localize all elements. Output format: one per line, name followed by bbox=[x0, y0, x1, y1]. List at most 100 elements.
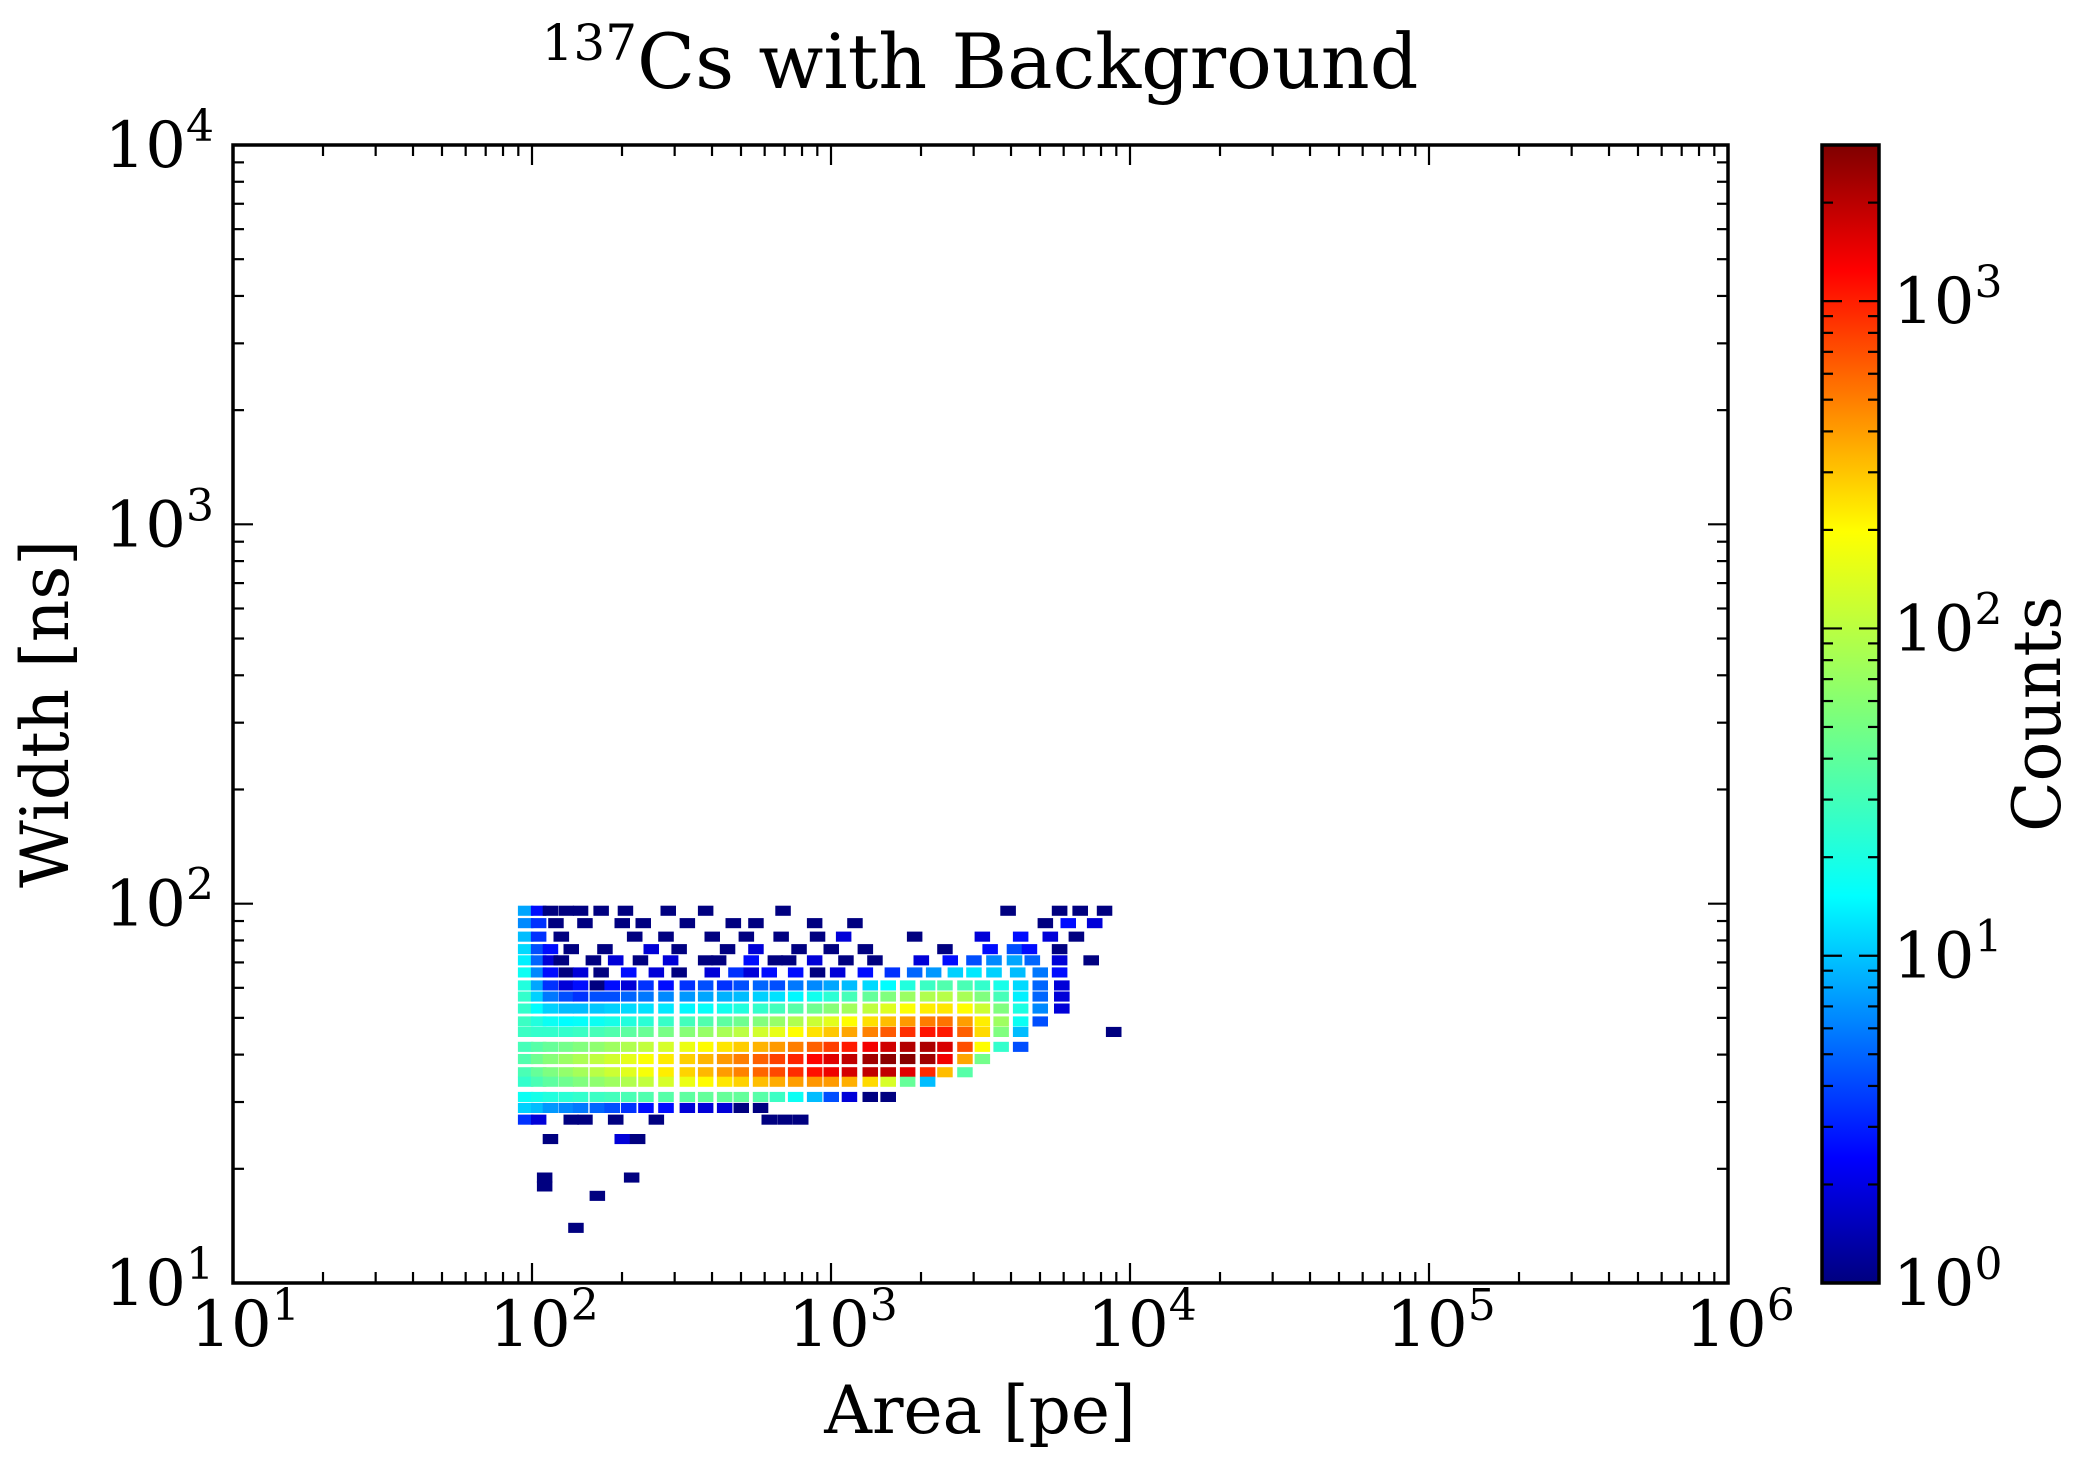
heatmap-cell bbox=[553, 931, 570, 942]
heatmap-cell bbox=[880, 1067, 896, 1078]
heatmap-cell bbox=[1032, 1016, 1048, 1027]
heatmap-cell bbox=[957, 1026, 973, 1037]
heatmap-cell bbox=[806, 1041, 823, 1052]
heatmap-cell bbox=[862, 991, 878, 1002]
heatmap-cell bbox=[604, 1076, 620, 1087]
heatmap-cell bbox=[530, 1102, 547, 1113]
heatmap-cell bbox=[792, 1114, 809, 1125]
heatmap-cell bbox=[957, 1041, 973, 1052]
heatmap-cell bbox=[620, 1091, 637, 1102]
heatmap-cell bbox=[823, 1091, 839, 1102]
heatmap-cell bbox=[1068, 931, 1085, 942]
heatmap-cell bbox=[632, 955, 649, 966]
heatmap-cell bbox=[769, 1054, 786, 1065]
heatmap-cell bbox=[716, 980, 733, 991]
heatmap-cell bbox=[530, 1016, 547, 1027]
heatmap-cell bbox=[787, 1041, 804, 1052]
heatmap-cell bbox=[733, 1091, 749, 1102]
heatmap-cell bbox=[913, 955, 930, 966]
heatmap-cell bbox=[1037, 918, 1054, 929]
heatmap-cell bbox=[743, 967, 759, 978]
heatmap-cell bbox=[697, 1067, 714, 1078]
heatmap-cell bbox=[536, 1181, 553, 1192]
heatmap-cell bbox=[553, 955, 570, 966]
heatmap-cell bbox=[937, 1016, 953, 1027]
heatmap-cell bbox=[862, 1076, 878, 1087]
heatmap-cell bbox=[957, 1003, 973, 1014]
heatmap-cell bbox=[679, 1054, 696, 1065]
heatmap-cell bbox=[937, 1054, 953, 1065]
heatmap-cell bbox=[761, 1114, 777, 1125]
heatmap-cell bbox=[841, 1067, 858, 1078]
heatmap-cell bbox=[769, 1016, 786, 1027]
heatmap-cell bbox=[604, 1016, 620, 1027]
heatmap-cell bbox=[542, 1067, 559, 1078]
heatmap-cell bbox=[966, 955, 982, 966]
heatmap-cell bbox=[542, 955, 559, 966]
heatmap-cell bbox=[899, 1016, 916, 1027]
heatmap-cell bbox=[806, 1076, 823, 1087]
heatmap-cell bbox=[806, 918, 823, 929]
heatmap-cell bbox=[937, 944, 953, 955]
heatmap-cell bbox=[679, 1076, 696, 1087]
heatmap-cell bbox=[841, 991, 858, 1002]
heatmap-cell bbox=[899, 1003, 916, 1014]
heatmap-cell bbox=[857, 967, 874, 978]
heatmap-cell bbox=[752, 1091, 769, 1102]
heatmap-cell bbox=[787, 991, 804, 1002]
heatmap-cell bbox=[542, 1016, 559, 1027]
heatmap-cell bbox=[638, 991, 654, 1002]
heatmap-cell bbox=[862, 1091, 878, 1102]
heatmap-cell bbox=[974, 1026, 991, 1037]
heatmap-cell bbox=[841, 980, 858, 991]
heatmap-cell bbox=[558, 1041, 575, 1052]
heatmap-cell bbox=[880, 991, 896, 1002]
heatmap-cell bbox=[623, 1172, 640, 1183]
y-tick-labels: 101 102 103 104 bbox=[105, 101, 214, 1321]
heatmap-cell bbox=[823, 1003, 839, 1014]
heatmap-cell bbox=[517, 1067, 534, 1078]
heatmap-cell bbox=[733, 991, 749, 1002]
heatmap-cell bbox=[993, 991, 1009, 1002]
heatmap-cell bbox=[517, 1003, 534, 1014]
heatmap-cell bbox=[542, 980, 559, 991]
heatmap-cell bbox=[1086, 918, 1103, 929]
heatmap-cell bbox=[862, 980, 878, 991]
heatmap-cell bbox=[899, 1041, 916, 1052]
heatmap-cell bbox=[626, 931, 643, 942]
heatmap-cell bbox=[572, 1076, 589, 1087]
heatmap-cell bbox=[937, 1067, 953, 1078]
heatmap-cell bbox=[738, 931, 755, 942]
heatmap-cell bbox=[542, 1026, 559, 1037]
heatmap-cell bbox=[823, 1026, 839, 1037]
heatmap-cell bbox=[542, 1003, 559, 1014]
heatmap-cell bbox=[1000, 905, 1016, 916]
heatmap-cell bbox=[589, 991, 606, 1002]
heatmap-cell bbox=[572, 1026, 589, 1037]
heatmap-cell bbox=[880, 1041, 896, 1052]
heatmap-cell bbox=[620, 1054, 637, 1065]
heatmap-cell bbox=[733, 980, 749, 991]
heatmap-cell bbox=[899, 1076, 916, 1087]
heatmap-cell bbox=[679, 1016, 696, 1027]
heatmap-cell bbox=[823, 944, 839, 955]
heatmap-cell bbox=[671, 967, 687, 978]
heatmap-cell bbox=[787, 1003, 804, 1014]
heatmap-cell bbox=[517, 991, 534, 1002]
heatmap-cell bbox=[974, 980, 991, 991]
heatmap-cell bbox=[733, 1076, 749, 1087]
heatmap-cell bbox=[806, 1054, 823, 1065]
heatmap-cell bbox=[880, 1026, 896, 1037]
heatmap-cell bbox=[620, 1041, 637, 1052]
heatmap-cell bbox=[638, 1067, 654, 1078]
heatmap-cell bbox=[716, 1091, 733, 1102]
heatmap-cell bbox=[880, 1091, 896, 1102]
heatmap-cell bbox=[589, 1016, 606, 1027]
heatmap-cell bbox=[577, 1114, 593, 1125]
heatmap-cell bbox=[748, 944, 764, 955]
heatmap-cell bbox=[752, 991, 769, 1002]
heatmap-cell bbox=[919, 1054, 936, 1065]
heatmap-cell bbox=[530, 967, 547, 978]
heatmap-cell bbox=[775, 905, 791, 916]
